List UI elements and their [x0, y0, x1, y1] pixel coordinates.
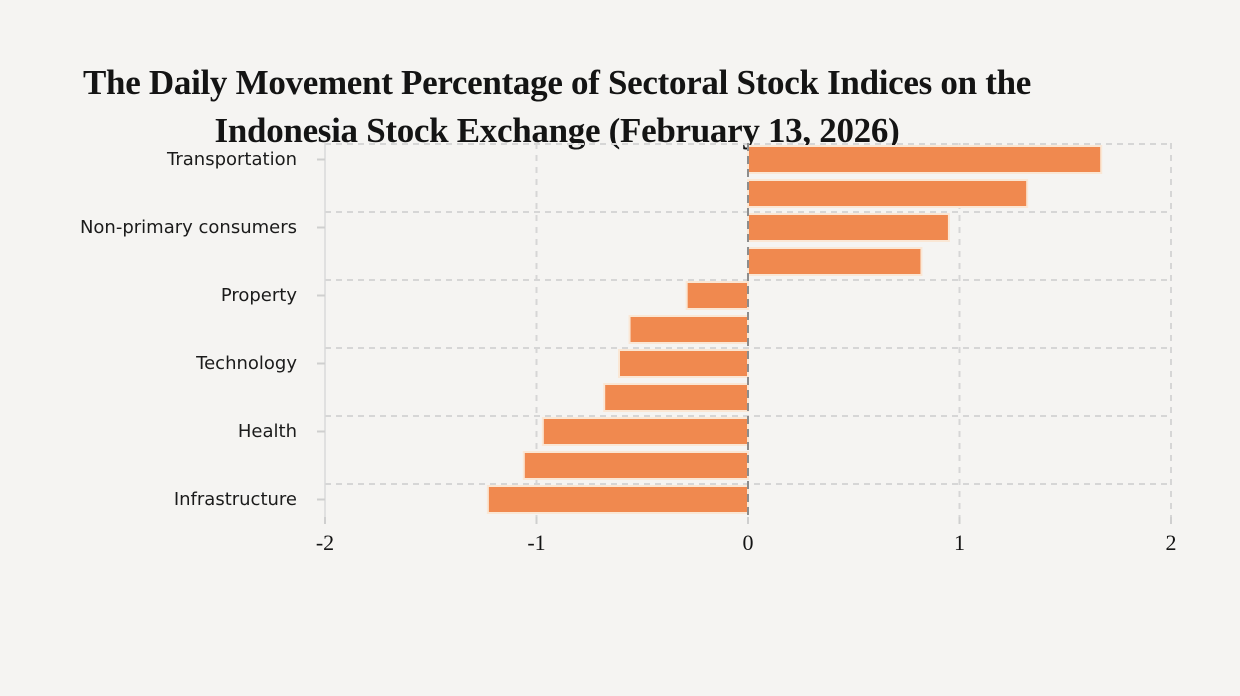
y-axis-label-technology: Technology — [196, 353, 297, 374]
x-axis-tick-label--2: -2 — [315, 530, 335, 555]
x-axis-tick-label--1: -1 — [527, 530, 546, 555]
bar-infrastructure — [486, 485, 749, 514]
bar-property — [685, 281, 750, 310]
y-axis-label-non-primary-consumers: Non-primary consumers — [79, 217, 297, 238]
y-axis-label-health: Health — [237, 421, 297, 442]
bar-health — [541, 417, 749, 446]
chart-canvas — [317, 143, 1172, 524]
x-axis-tick-label-2: 2 — [1165, 530, 1177, 555]
chart-title: The Daily Movement Percentage of Sectora… — [0, 59, 1114, 155]
bar-unlabeled-3 — [747, 247, 923, 276]
bar-non-primary-consumers — [747, 213, 950, 242]
bar-unlabeled-5 — [628, 315, 749, 344]
x-axis-tick-label-0: 0 — [742, 530, 754, 555]
bar-unlabeled-9 — [522, 451, 749, 480]
y-axis-label-transportation: Transportation — [167, 149, 297, 170]
y-axis-label-infrastructure: Infrastructure — [173, 489, 297, 510]
bar-transportation — [747, 145, 1103, 174]
bar-technology — [617, 349, 749, 378]
x-axis-tick-label-1: 1 — [954, 530, 965, 555]
bar-unlabeled-7 — [603, 383, 749, 412]
y-axis-label-property: Property — [220, 285, 297, 306]
bar-unlabeled-1 — [747, 179, 1029, 208]
plot-area — [315, 143, 1185, 539]
chart-title-line1: The Daily Movement Percentage of Sectora… — [83, 63, 1031, 103]
